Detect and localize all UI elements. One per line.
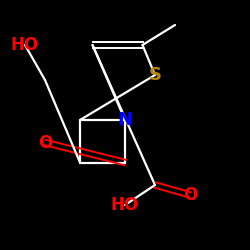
Text: N: N bbox=[118, 111, 132, 129]
Text: O: O bbox=[183, 186, 197, 204]
Text: S: S bbox=[148, 66, 162, 84]
Text: HO: HO bbox=[111, 196, 139, 214]
Text: O: O bbox=[38, 134, 52, 152]
Text: HO: HO bbox=[11, 36, 39, 54]
